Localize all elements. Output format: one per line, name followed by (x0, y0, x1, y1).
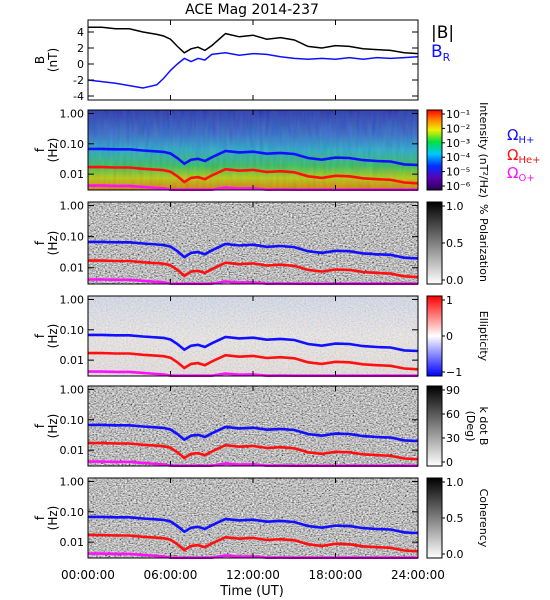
x-tick-label: 00:00:00 (61, 568, 115, 582)
y-axis-unit: (Hz) (46, 138, 60, 163)
y-axis-unit: (Hz) (46, 231, 60, 256)
legend-omega-he-plus: ΩHe+ (507, 146, 541, 166)
colorbar-tick-label: 0 (446, 330, 453, 343)
colorbar (426, 201, 443, 285)
he-plus-gyrofrequency-line (88, 533, 419, 553)
he-plus-gyrofrequency-line (88, 441, 419, 461)
y-axis-label: f (33, 240, 47, 245)
y-axis-label: f (33, 147, 47, 152)
panel-6: 1.0 0.5 0.0 Coherency 1.00 0.10 0.01 f (Hz) (33, 475, 490, 561)
colorbar-tick-label: 60 (446, 408, 460, 421)
colorbar-tick-label: 10⁻¹ (446, 108, 470, 121)
colorbar-tick-label: 0.5 (446, 237, 464, 250)
y-tick-label: 1.00 (60, 475, 85, 488)
legend-b-r-subscript: R (443, 51, 451, 64)
y-tick-label: 0.01 (60, 444, 85, 457)
he-plus-gyrofrequency-line (88, 165, 419, 185)
panel-1: |B|BR 4 2 0 -2 -4 B (nT) (33, 19, 454, 103)
colorbar-label: % Polarization (477, 204, 490, 282)
colorbar (426, 109, 443, 191)
colorbar-tick-label: 0.0 (446, 548, 464, 561)
y-axis-label: f (33, 333, 47, 338)
y-tick-label: 0.10 (60, 324, 85, 337)
legend-omega-h-plus: ΩH+ (507, 126, 534, 146)
colorbar-tick-label: 10⁻³ (446, 137, 470, 150)
legend-omega-o-plus: ΩO+ (507, 164, 535, 184)
legend-omega-h-plus-subscript: H+ (518, 135, 534, 146)
colorbar-label: Intensity (nT²/Hz) (477, 102, 490, 198)
y-axis-unit: (Hz) (46, 414, 60, 439)
legend-b-total: |B| (431, 23, 454, 43)
colorbar-tick-label: 10⁻⁴ (446, 151, 471, 164)
panel-5: 90 60 30 0 k dot B(Deg) 1.00 0.10 0.01 f (Hz) (33, 383, 490, 469)
y-tick-label: 4 (77, 26, 84, 39)
colorbar-tick-label: 0 (446, 456, 453, 469)
y-tick-label: 0.01 (60, 262, 85, 275)
legend-b-r: BR (431, 42, 451, 64)
colorbar-tick-label: 30 (446, 432, 460, 445)
b-total-line (88, 26, 419, 55)
line-plot-background (88, 20, 418, 100)
colorbar-tick-label: −1 (446, 366, 462, 379)
colorbar-tick-label: 10⁻⁶ (446, 180, 471, 193)
panel-2: 10⁻¹10⁻² 10⁻³10⁻⁴ 10⁻⁵10⁻⁶ Intensity (nT²/H… (33, 102, 490, 198)
y-axis-unit: (nT) (46, 48, 60, 72)
y-tick-label: 0.01 (60, 168, 85, 181)
figure-title: ACE Mag 2014-237 (185, 2, 319, 18)
y-axis-unit: (Hz) (46, 506, 60, 531)
colorbar-tick-label: 1.0 (446, 200, 464, 213)
colorbar-tick-label: 0.0 (446, 274, 464, 287)
colorbar-label: Ellipticity (477, 311, 490, 362)
y-tick-label: 0.01 (60, 354, 85, 367)
y-tick-label: 2 (77, 42, 84, 55)
y-tick-label: 0.10 (60, 231, 85, 244)
y-tick-label: 1.00 (60, 293, 85, 306)
panel-4: 1 0 −1 Ellipticity 1.00 0.10 0.01 f (Hz) (33, 293, 490, 379)
x-tick-label: 06:00:00 (144, 568, 198, 582)
x-axis-label: Time (UT) (219, 584, 284, 599)
h-plus-gyrofrequency-line (88, 147, 419, 167)
colorbar-tick-label: 10⁻⁵ (446, 166, 470, 179)
colorbar-label: k dot B (477, 407, 490, 446)
h-plus-gyrofrequency-line (88, 240, 419, 260)
y-tick-label: 0.01 (60, 536, 85, 549)
panels: |B|BR 4 2 0 -2 -4 B (nT) 10⁻¹10⁻² 10⁻³10⁻⁴ 10⁻⁵10⁻… (33, 19, 541, 582)
y-axis-label: f (33, 515, 47, 520)
y-tick-label: -2 (73, 74, 84, 87)
colorbar-tick-label: 1.0 (446, 476, 464, 489)
panel-3: 1.0 0.5 0.0 % Polarization 1.00 0.10 0.01 f (Hz) (33, 200, 490, 287)
x-tick-label: 24:00:00 (391, 568, 445, 582)
y-tick-label: 0.10 (60, 414, 85, 427)
y-tick-label: 1.00 (60, 383, 85, 396)
x-tick-label: 18:00:00 (309, 568, 363, 582)
y-tick-label: 1.00 (60, 107, 85, 120)
colorbar-label-unit: (Deg) (464, 411, 477, 442)
y-tick-label: -4 (73, 90, 84, 103)
x-tick-label: 12:00:00 (226, 568, 280, 582)
colorbar-tick-label: 1 (446, 294, 453, 307)
colorbar-tick-label: 10⁻² (446, 122, 470, 135)
y-axis-label: B (33, 56, 47, 64)
y-axis-unit: (Hz) (46, 324, 60, 349)
y-tick-label: 0.10 (60, 138, 85, 151)
h-plus-gyrofrequency-line (88, 333, 419, 353)
colorbar-label: Coherency (477, 489, 490, 548)
colorbar-tick-label: 90 (446, 384, 460, 397)
y-axis-label: f (33, 423, 47, 428)
colorbar (426, 385, 443, 467)
colorbar-tick-label: 0.5 (446, 512, 464, 525)
y-tick-label: 1.00 (60, 200, 85, 213)
colorbar (426, 477, 443, 559)
h-plus-gyrofrequency-line (88, 515, 419, 535)
he-plus-gyrofrequency-line (88, 351, 419, 371)
h-plus-gyrofrequency-line (88, 423, 419, 443)
y-tick-label: 0.10 (60, 506, 85, 519)
legend-omega-o-plus-subscript: O+ (518, 173, 534, 184)
colorbar (426, 295, 443, 377)
b-r-line (87, 52, 419, 89)
legend-omega-he-plus-subscript: He+ (518, 155, 540, 166)
y-tick-label: 0 (77, 58, 84, 71)
he-plus-gyrofrequency-line (88, 259, 419, 279)
